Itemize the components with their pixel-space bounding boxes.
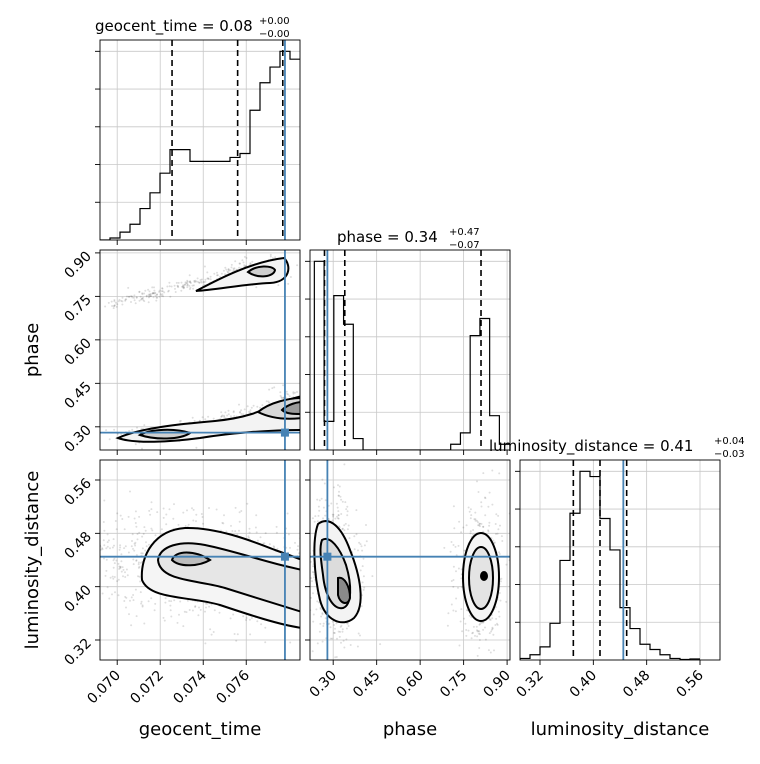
hist-step-geocent_time xyxy=(100,50,300,240)
panel-phase-vs-geocent-time: 0.300.450.600.750.90 xyxy=(61,248,301,456)
samples-luminosity_distance-vs-phase xyxy=(310,460,510,660)
contours xyxy=(115,256,300,443)
truth-marker xyxy=(323,552,332,561)
samples-luminosity_distance-vs-geocent_time xyxy=(100,460,300,660)
ylabel-phase: phase xyxy=(22,323,43,377)
title-geocent-time-plus: +0.00 xyxy=(259,16,290,27)
gridlines xyxy=(520,460,720,660)
title-luminosity-distance: luminosity_distance = 0.41 xyxy=(489,437,693,456)
histogram-geocent_time xyxy=(100,40,300,240)
title-geocent-time-minus: −0.00 xyxy=(259,29,290,40)
contour-1 xyxy=(246,265,277,278)
panel-geocent-time-histogram xyxy=(95,39,301,245)
title-phase: phase = 0.34 xyxy=(337,228,438,246)
title-phase-plus: +0.47 xyxy=(449,227,480,238)
title-luminosity-distance-plus: +0.04 xyxy=(714,436,745,447)
gridlines xyxy=(100,40,300,240)
contour-2 xyxy=(170,551,212,567)
ylabel-luminosity-distance: luminosity_distance xyxy=(22,471,43,650)
panel-distance-vs-phase: 0.30 0.45 0.60 0.75 0.90 xyxy=(305,459,514,701)
contour-2 xyxy=(337,576,352,604)
gridlines xyxy=(310,250,510,450)
truth-marker xyxy=(280,428,289,437)
contour-5 xyxy=(480,571,488,581)
xlabel-phase: phase xyxy=(383,719,437,740)
axes-frame xyxy=(99,249,301,451)
title-phase-minus: −0.07 xyxy=(449,240,480,251)
contours xyxy=(140,526,300,629)
contour-3 xyxy=(137,428,193,440)
axes-frame xyxy=(309,459,511,661)
histogram-luminosity_distance xyxy=(520,460,700,660)
title-geocent-time: geocent_time = 0.08 xyxy=(95,17,253,36)
axes-frame xyxy=(309,249,511,451)
title-luminosity-distance-minus: −0.03 xyxy=(714,449,745,460)
hist-step-luminosity_distance xyxy=(520,470,700,660)
histogram-phase xyxy=(313,250,510,450)
contours xyxy=(313,520,500,624)
hist-step-phase xyxy=(313,260,510,450)
panel-phase-histogram xyxy=(305,249,511,455)
xlabel-luminosity-distance: luminosity_distance xyxy=(531,719,710,740)
truth-marker xyxy=(280,552,289,561)
axes-frame xyxy=(519,459,721,661)
xlabel-geocent-time: geocent_time xyxy=(139,719,262,740)
contour-5 xyxy=(280,401,300,415)
axes-frame xyxy=(99,459,301,661)
samples-phase-vs-geocent_time xyxy=(100,250,300,450)
axes-frame xyxy=(99,39,301,241)
